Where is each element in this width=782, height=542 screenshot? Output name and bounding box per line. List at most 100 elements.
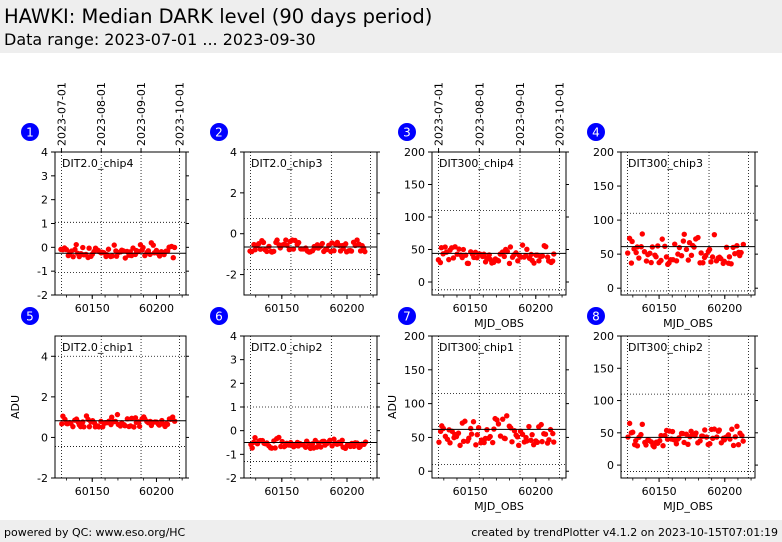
y-tick-label: 50	[600, 427, 614, 440]
data-point	[339, 437, 345, 443]
chart-panel-4: 0 50 100 150 200 60150 60200 MJD_OBS DIT300_chip…	[587, 123, 758, 330]
x-tick-label: 60200	[330, 302, 365, 315]
y-tick-label: 4	[230, 146, 237, 159]
panel-label: DIT2.0_chip4	[62, 157, 133, 170]
data-point	[63, 246, 70, 253]
chart-panel-3: 0 50 100 150 200 60150 60200 MJD_OBS DIT300_chip…	[398, 82, 569, 330]
data-point	[446, 256, 452, 263]
y-tick-label: 150	[593, 362, 614, 375]
data-point	[266, 243, 272, 250]
data-point	[276, 434, 282, 441]
y-tick-label: -1	[37, 265, 48, 278]
data-point	[740, 438, 746, 444]
data-point	[327, 437, 333, 444]
data-point	[80, 419, 86, 425]
data-point	[538, 421, 544, 428]
data-point	[132, 415, 139, 421]
plot-frame	[54, 335, 187, 479]
y-tick-label: 0	[41, 431, 48, 444]
x-axis-label: MJD_OBS	[663, 317, 713, 330]
panel-number: 8	[592, 310, 600, 324]
data-point	[504, 248, 511, 255]
data-point	[528, 437, 534, 444]
data-point	[474, 432, 480, 438]
data-point	[260, 239, 267, 246]
data-point	[542, 431, 549, 437]
x-tick-label: 60200	[707, 302, 742, 315]
data-point	[655, 243, 661, 249]
x-tick-label: 60150	[642, 302, 677, 315]
plot-frame	[54, 151, 187, 296]
data-point	[70, 423, 76, 430]
date-tick-label: 2023-10-01	[553, 82, 566, 146]
data-point	[703, 252, 709, 259]
panel-number-badge	[398, 307, 416, 325]
data-point	[59, 421, 65, 427]
panel-number: 1	[26, 126, 34, 140]
x-tick-label: 60200	[330, 485, 365, 498]
data-point	[706, 246, 713, 253]
data-point	[473, 442, 479, 448]
data-point	[543, 243, 549, 250]
data-point	[700, 260, 706, 266]
data-point	[274, 237, 280, 243]
data-point	[624, 250, 631, 256]
y-tick-label: 150	[404, 364, 425, 377]
y-tick-label: 3	[41, 170, 48, 183]
y-tick-label: -2	[37, 289, 48, 302]
data-point	[504, 413, 510, 419]
data-point	[734, 242, 740, 249]
panel-number: 2	[215, 126, 223, 140]
data-point	[86, 423, 93, 430]
data-point	[628, 260, 635, 266]
data-point	[531, 260, 537, 266]
panel-number: 3	[403, 126, 411, 140]
x-tick-label: 60150	[75, 302, 110, 315]
header-bar: HAWKI: Median DARK level (90 days period…	[0, 0, 782, 53]
x-tick-label: 60150	[75, 485, 110, 498]
data-point	[721, 258, 728, 265]
data-point	[698, 250, 704, 256]
data-point	[252, 434, 258, 441]
footer-credit: powered by QC: www.eso.org/HC	[4, 526, 186, 539]
data-point	[447, 440, 453, 446]
footer-bar: powered by QC: www.eso.org/HC created by…	[0, 520, 782, 542]
data-point	[693, 430, 699, 436]
data-point	[73, 241, 79, 248]
data-point	[629, 238, 635, 245]
panel-label: DIT2.0_chip2	[251, 341, 322, 354]
panel-number: 6	[215, 310, 223, 324]
data-point	[440, 425, 447, 432]
data-point	[318, 444, 324, 450]
data-point	[734, 423, 740, 430]
data-point	[688, 252, 695, 258]
data-point	[546, 437, 552, 443]
data-point	[468, 431, 475, 437]
data-point	[283, 237, 289, 243]
y-tick-label: 50	[600, 248, 614, 261]
data-point	[481, 439, 487, 446]
data-point	[633, 249, 639, 256]
data-point	[515, 258, 521, 264]
data-point	[515, 442, 522, 448]
data-point	[664, 436, 671, 442]
data-point	[354, 237, 360, 243]
data-point	[169, 414, 176, 420]
date-tick-label: 2023-07-01	[433, 82, 446, 146]
data-point	[264, 248, 270, 255]
y-tick-label: -2	[37, 472, 48, 485]
panel-number-badge	[587, 307, 605, 325]
data-point	[501, 253, 507, 260]
chart-panel-8: 0 50 100 150 200 60150 60200 MJD_OBS DIT300_chip…	[587, 307, 758, 513]
x-tick-label: 60200	[139, 302, 174, 315]
y-tick-label: 0	[607, 459, 614, 472]
y-tick-label: 200	[404, 330, 425, 343]
data-point	[524, 438, 530, 444]
data-point	[702, 427, 708, 433]
data-point	[286, 246, 292, 253]
y-axis-label: ADU	[9, 395, 22, 419]
date-tick-label: 2023-09-01	[514, 82, 527, 146]
data-point	[171, 244, 178, 251]
data-point	[140, 244, 146, 251]
